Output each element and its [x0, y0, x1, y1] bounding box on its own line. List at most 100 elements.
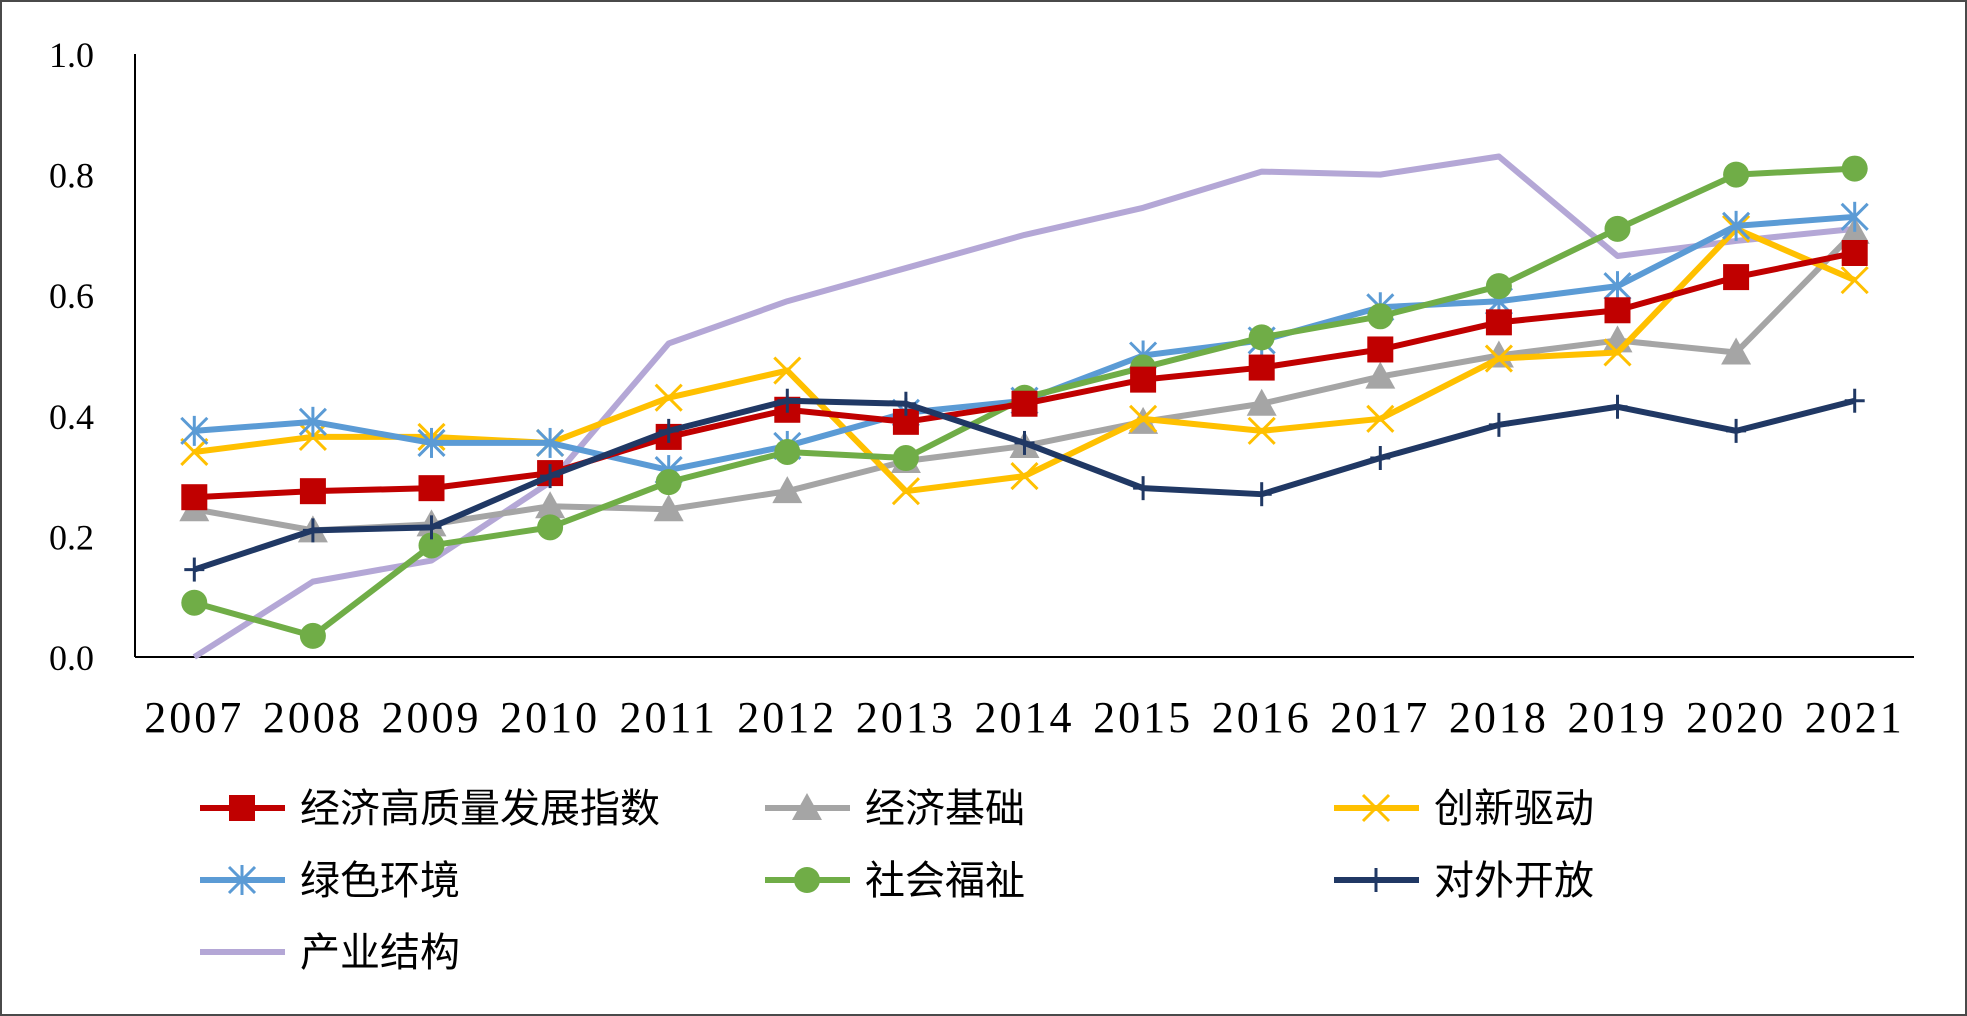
- series-layer: [179, 153, 1870, 660]
- data-point: [1840, 266, 1869, 295]
- data-point: [1604, 215, 1631, 242]
- legend-item: 创新驱动: [1334, 786, 1594, 832]
- data-point: [794, 867, 820, 893]
- data-point: [1485, 273, 1512, 300]
- data-point: [1129, 404, 1158, 433]
- data-point: [1607, 394, 1628, 419]
- data-point: [792, 793, 822, 820]
- y-tick-label: 0.4: [49, 397, 94, 437]
- data-point: [1366, 404, 1395, 433]
- data-point: [1840, 201, 1869, 232]
- x-tick-label: 2017: [1330, 693, 1430, 742]
- data-point: [1361, 793, 1391, 823]
- y-tick-label: 0.6: [49, 276, 94, 316]
- data-point: [891, 477, 920, 506]
- data-point: [1246, 388, 1277, 416]
- data-point: [1603, 271, 1632, 302]
- legend-item: 经济基础: [765, 786, 1025, 832]
- data-point: [892, 445, 919, 472]
- data-point: [1014, 430, 1035, 455]
- data-point: [774, 438, 801, 465]
- legend-label: 经济高质量发展指数: [300, 786, 660, 832]
- data-point: [1603, 338, 1632, 367]
- data-point: [1367, 303, 1394, 330]
- legend-label: 产业结构: [300, 930, 460, 976]
- data-point: [895, 391, 916, 416]
- y-tick-label: 0.2: [49, 517, 94, 557]
- x-tick-label: 2013: [856, 693, 956, 742]
- data-point: [180, 437, 209, 467]
- data-point: [298, 406, 327, 437]
- legend-label: 经济基础: [865, 786, 1025, 832]
- data-point: [1723, 161, 1750, 188]
- series-line: [192, 153, 1856, 660]
- x-axis-ticks: 2007 2008 2009 2010 2011 2012 2013 2014 2015 2016…: [144, 693, 1901, 742]
- data-point: [180, 415, 209, 446]
- x-tick-label: 2011: [620, 693, 718, 742]
- x-tick-label: 2016: [1212, 693, 1312, 742]
- data-point: [653, 494, 684, 522]
- legend-label: 绿色环境: [300, 858, 460, 904]
- legend-label: 对外开放: [1434, 858, 1594, 904]
- data-point: [535, 491, 566, 519]
- data-point: [772, 476, 803, 504]
- data-point: [1488, 412, 1509, 437]
- x-tick-label: 2008: [263, 693, 363, 742]
- data-point: [229, 795, 255, 821]
- data-point: [1485, 309, 1512, 336]
- data-point: [1133, 476, 1154, 501]
- data-point: [1248, 354, 1275, 381]
- data-point: [421, 515, 442, 540]
- x-tick-label: 2012: [737, 693, 837, 742]
- data-point: [536, 427, 565, 458]
- data-point: [658, 418, 679, 443]
- data-point: [418, 475, 445, 502]
- data-point: [1251, 482, 1272, 507]
- data-point: [654, 383, 683, 412]
- data-point: [537, 514, 564, 541]
- x-tick-label: 2009: [382, 693, 482, 742]
- data-point: [1248, 324, 1275, 351]
- data-point: [777, 388, 798, 413]
- data-point: [1841, 155, 1868, 182]
- data-point: [417, 427, 446, 458]
- x-tick-label: 2015: [1093, 693, 1193, 742]
- data-point: [184, 557, 205, 582]
- series-0: [181, 239, 1868, 511]
- data-point: [418, 532, 445, 559]
- series-2: [180, 214, 1869, 506]
- series-6: [192, 153, 1856, 660]
- axes: [134, 54, 1914, 658]
- x-tick-label: 2007: [144, 693, 244, 742]
- legend-item: 社会福祉: [765, 858, 1025, 904]
- data-point: [298, 422, 327, 451]
- y-tick-label: 0.8: [49, 156, 94, 196]
- data-point: [1010, 462, 1039, 491]
- x-tick-label: 2019: [1568, 693, 1668, 742]
- data-point: [1011, 390, 1038, 417]
- legend-label: 社会福祉: [865, 858, 1025, 904]
- series-5: [184, 388, 1865, 582]
- data-point: [1723, 264, 1750, 291]
- data-point: [1365, 361, 1396, 389]
- y-tick-label: 1.0: [49, 35, 94, 75]
- data-point: [1844, 388, 1865, 413]
- x-tick-label: 2010: [500, 693, 600, 742]
- data-point: [1247, 416, 1276, 445]
- data-point: [655, 469, 682, 496]
- legend-item: 产业结构: [200, 930, 460, 976]
- data-point: [1604, 297, 1631, 324]
- data-point: [227, 865, 257, 895]
- legend-item: 经济高质量发展指数: [200, 786, 660, 832]
- data-point: [773, 356, 802, 385]
- legend-label: 创新驱动: [1434, 786, 1594, 832]
- data-point: [1726, 418, 1747, 443]
- data-point: [302, 518, 323, 543]
- data-point: [1721, 337, 1752, 365]
- data-point: [181, 589, 208, 616]
- data-point: [1370, 446, 1391, 471]
- data-point: [1367, 336, 1394, 363]
